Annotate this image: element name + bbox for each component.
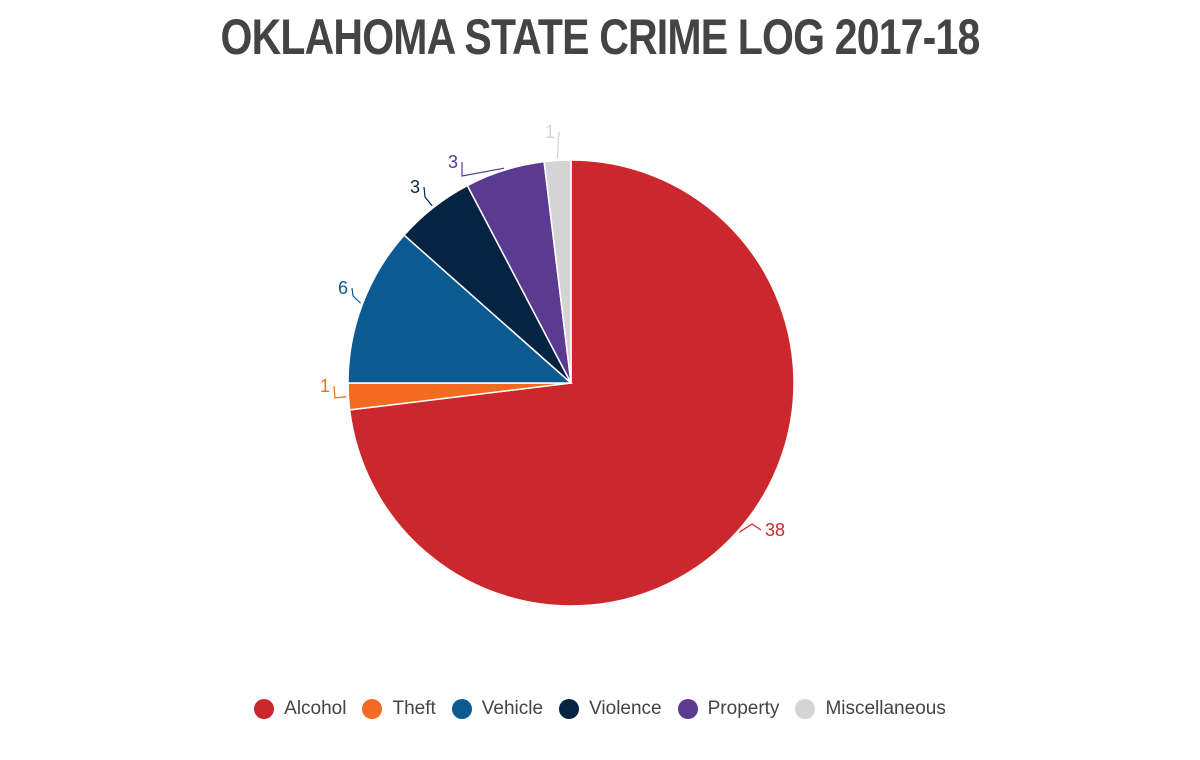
legend-label: Miscellaneous [825,698,946,719]
chart-title: OKLAHOMA STATE CRIME LOG 2017-18 [220,9,981,65]
pie-data-labels: 38 1 6 3 3 1 [320,122,785,540]
legend-item-violence[interactable]: Violence [559,698,662,720]
leader-line-theft [333,385,347,399]
pie-slices [347,159,795,607]
leader-line-violence [423,186,433,207]
legend-swatch-icon [451,699,472,719]
legend-item-vehicle[interactable]: Vehicle [451,698,544,720]
data-label-violence: 3 [410,177,420,197]
legend-swatch-icon [795,699,816,719]
chart-legend: Alcohol Theft Vehicle Violence Property Misce… [0,698,1200,720]
pie-leader-lines [333,131,762,533]
leader-line-vehicle [351,287,362,304]
data-label-property: 3 [448,152,458,172]
data-label-alcohol: 38 [765,520,785,540]
legend-swatch-icon [559,699,580,719]
legend-label: Theft [392,698,436,719]
legend-label: Property [707,698,780,719]
leader-line-alcohol [739,523,762,533]
data-label-theft: 1 [320,376,330,396]
pie-slice-miscellaneous [543,159,572,384]
legend-item-theft[interactable]: Theft [362,698,436,720]
legend-swatch-icon [362,699,383,719]
legend-item-miscellaneous[interactable]: Miscellaneous [795,698,946,720]
legend-item-property[interactable]: Property [677,698,780,720]
leader-line-property [461,162,505,177]
pie-slice-vehicle [347,234,573,384]
legend-item-alcohol[interactable]: Alcohol [254,698,346,720]
legend-label: Violence [589,698,662,719]
data-label-miscellaneous: 1 [545,122,555,142]
leader-line-miscellaneous [556,131,560,159]
data-label-vehicle: 6 [338,278,348,298]
legend-label: Alcohol [284,698,347,719]
legend-swatch-icon [677,699,698,719]
legend-label: Vehicle [481,698,544,719]
legend-swatch-icon [254,699,275,719]
